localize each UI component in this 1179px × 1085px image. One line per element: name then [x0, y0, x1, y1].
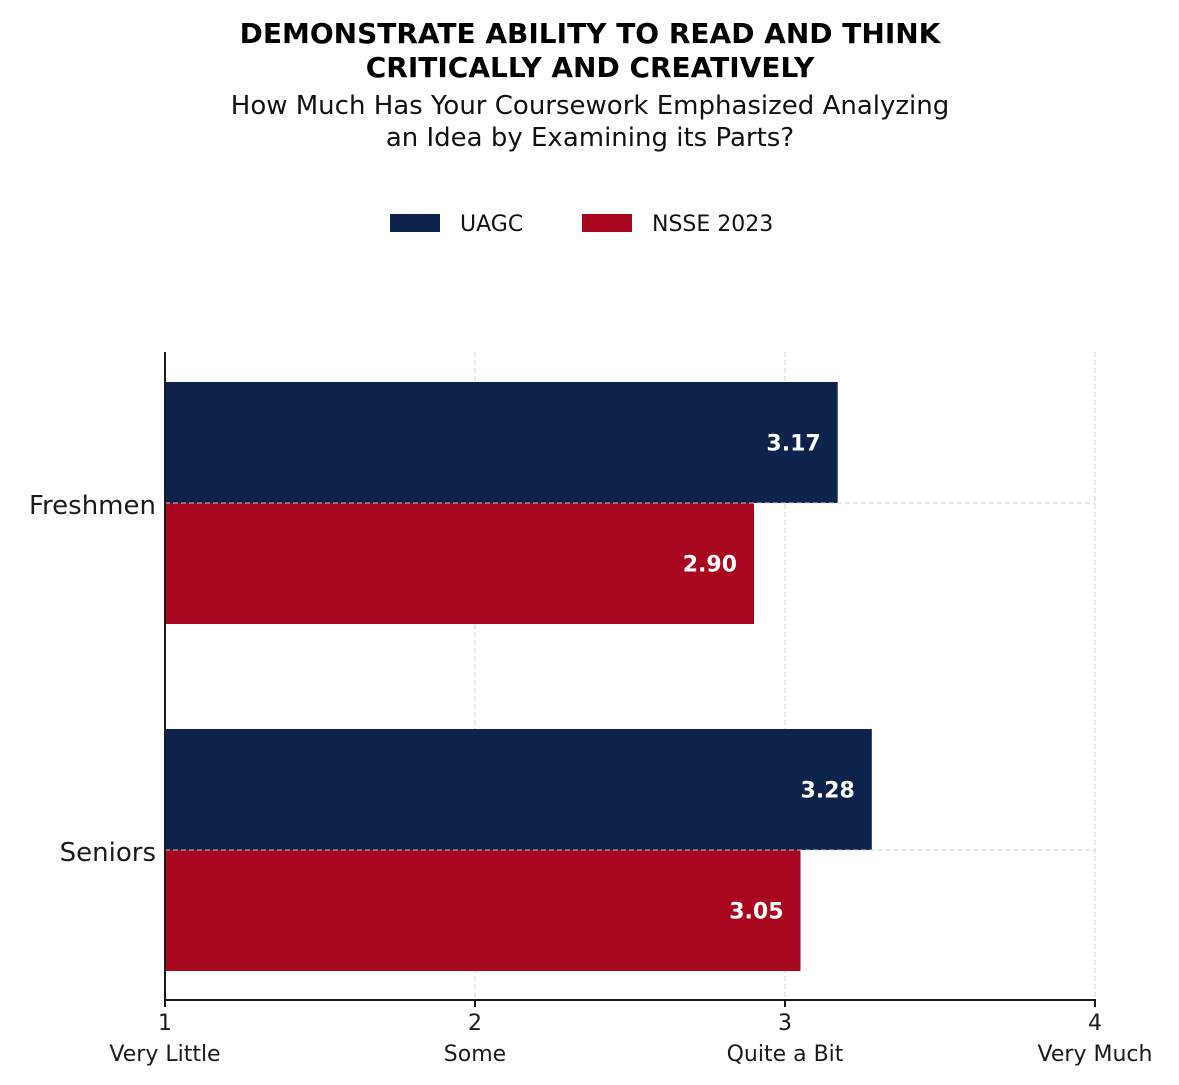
bar-freshmen-nsse-2023 — [165, 503, 754, 624]
bar-seniors-uagc — [165, 729, 872, 850]
bar-freshmen-uagc — [165, 382, 838, 503]
chart-subtitle-line-1: How Much Has Your Coursework Emphasized … — [231, 91, 949, 121]
category-label-seniors: Seniors — [60, 838, 156, 868]
value-label-freshmen-nsse-2023: 2.90 — [683, 553, 737, 578]
x-tick-label-1: 1 — [158, 1011, 172, 1036]
legend-label-uagc: UAGC — [460, 212, 523, 237]
category-label-freshmen: Freshmen — [29, 491, 156, 521]
legend: UAGC NSSE 2023 — [390, 212, 773, 237]
x-tick-sublabel-4: Very Much — [1038, 1042, 1153, 1067]
chart-subtitle-line-2: an Idea by Examining its Parts? — [386, 123, 794, 153]
x-tick-sublabel-1: Very Little — [109, 1042, 220, 1067]
value-label-seniors-uagc: 3.28 — [801, 779, 855, 804]
legend-swatch-uagc — [390, 214, 440, 232]
x-tick-label-2: 2 — [468, 1011, 482, 1036]
x-tick-sublabel-2: Some — [444, 1042, 506, 1067]
legend-swatch-nsse — [582, 214, 632, 232]
plot-area: 3.17 2.90 3.28 3.05 1 Very Little 2 Some 3 Quite … — [29, 352, 1152, 1067]
bar-seniors-nsse-2023 — [165, 850, 801, 971]
x-tick-sublabel-3: Quite a Bit — [727, 1042, 844, 1067]
value-label-seniors-nsse-2023: 3.05 — [729, 900, 783, 925]
chart-title-line-1: DEMONSTRATE ABILITY TO READ AND THINK — [240, 17, 942, 50]
chart-title-line-2: CRITICALLY AND CREATIVELY — [366, 51, 815, 84]
x-tick-label-4: 4 — [1088, 1011, 1102, 1036]
legend-label-nsse: NSSE 2023 — [652, 212, 773, 237]
x-tick-label-3: 3 — [778, 1011, 792, 1036]
value-label-freshmen-uagc: 3.17 — [766, 432, 820, 457]
